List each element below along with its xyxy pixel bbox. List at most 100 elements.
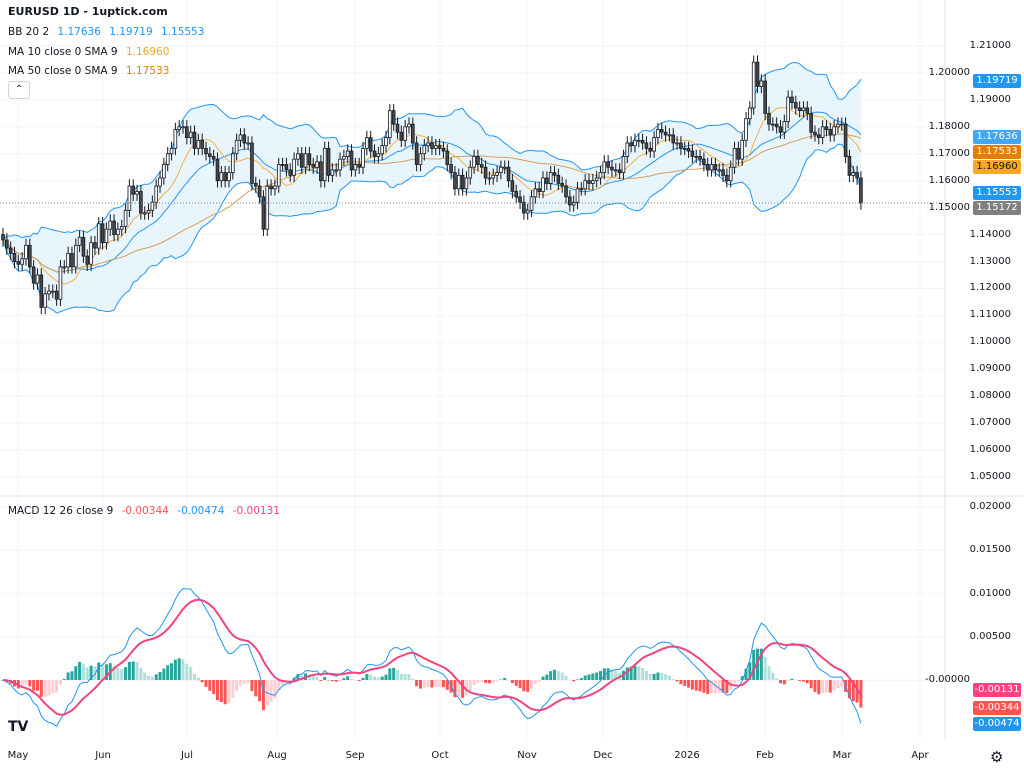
histogram-bar — [752, 649, 756, 680]
histogram-bar — [476, 680, 480, 683]
candle-body — [702, 158, 706, 165]
candle-body — [755, 61, 760, 87]
collapse-legend-button[interactable]: ⌃ — [8, 81, 30, 99]
histogram-bar — [277, 680, 281, 691]
candle-body — [732, 147, 737, 168]
candle-body — [472, 156, 476, 168]
candle-body — [560, 182, 564, 187]
candle-body — [158, 177, 162, 187]
candle — [250, 136, 254, 191]
candle-body — [177, 126, 181, 130]
histogram-bar — [464, 680, 468, 696]
candle — [257, 179, 262, 204]
candle — [847, 149, 852, 183]
candle-body — [479, 164, 484, 168]
histogram-bar — [461, 680, 465, 698]
candle-body — [185, 126, 189, 138]
histogram-bar — [70, 671, 74, 680]
candle — [123, 203, 128, 234]
candle-body — [629, 142, 633, 147]
candle — [146, 203, 151, 220]
histogram-bar — [365, 673, 369, 680]
candle — [73, 238, 78, 274]
histogram-bar — [648, 674, 652, 680]
candle — [456, 168, 461, 196]
candle — [54, 284, 59, 306]
legend-ma50[interactable]: MA 50 close 0 SMA 9 1.17533 — [8, 65, 174, 77]
candle-body — [610, 166, 614, 171]
bb-upper-value: 1.19719 — [109, 26, 153, 38]
histogram-bar — [445, 680, 449, 690]
candle — [215, 152, 220, 188]
gear-icon[interactable]: ⚙ — [990, 748, 1004, 766]
candle-body — [476, 156, 480, 165]
histogram-bar — [702, 680, 706, 693]
histogram-bar — [215, 680, 219, 701]
histogram-bar — [855, 680, 859, 703]
histogram-bar — [832, 680, 836, 691]
histogram-bar — [124, 667, 128, 680]
histogram-bar — [39, 680, 43, 697]
legend-macd[interactable]: MACD 12 26 close 9 -0.00344 -0.00474 -0.… — [8, 505, 285, 517]
candle-body — [154, 185, 159, 203]
candle — [127, 179, 132, 218]
histogram-bar — [438, 680, 442, 687]
candle — [223, 165, 227, 188]
candle-body — [583, 180, 587, 190]
histogram-bar — [798, 680, 802, 681]
candle-body — [468, 166, 473, 179]
candle — [204, 141, 208, 161]
histogram-bar — [828, 680, 832, 693]
candle — [495, 165, 499, 183]
candle-body — [299, 153, 304, 168]
price-tick-label: 1.08000 — [969, 390, 1011, 402]
histogram-bar — [353, 679, 357, 681]
candle-body — [575, 188, 580, 203]
histogram-bar — [717, 680, 721, 693]
candle-body — [230, 153, 235, 174]
candle-body — [541, 177, 545, 192]
candle-body — [491, 174, 496, 179]
candle — [200, 133, 204, 156]
candle-body — [855, 172, 859, 179]
candle — [5, 233, 9, 255]
candle — [564, 179, 568, 204]
candle — [483, 160, 488, 185]
candle-body — [556, 174, 561, 184]
histogram-bar — [357, 680, 361, 682]
histogram-bar — [641, 667, 645, 680]
tradingview-logo[interactable]: TV — [8, 719, 29, 735]
candle-body — [70, 253, 74, 268]
candle-body — [24, 244, 28, 260]
candle — [388, 103, 392, 145]
time-label: Apr — [911, 750, 929, 761]
legend-ma10[interactable]: MA 10 close 0 SMA 9 1.16960 — [8, 46, 174, 58]
candle — [755, 55, 760, 94]
legend-bb[interactable]: BB 20 2 1.17636 1.19719 1.15553 — [8, 26, 209, 38]
candle-body — [847, 156, 852, 176]
histogram-bar — [510, 680, 514, 684]
candle — [284, 157, 289, 177]
histogram-bar — [667, 675, 671, 680]
candle-body — [690, 150, 695, 157]
candle-body — [414, 142, 419, 165]
histogram-bar — [679, 680, 683, 685]
histogram-bar — [660, 672, 664, 680]
histogram-bar — [625, 667, 629, 680]
candle — [679, 136, 683, 156]
histogram-bar — [319, 680, 323, 681]
bb-label: BB 20 2 — [8, 26, 50, 38]
histogram-bar — [514, 680, 518, 686]
histogram-bar — [495, 680, 499, 682]
candle — [372, 144, 377, 164]
candle — [855, 165, 859, 185]
bb-lower-value: 1.15553 — [161, 26, 205, 38]
candle-body — [35, 274, 40, 284]
candle — [560, 176, 564, 193]
candle — [342, 149, 346, 166]
histogram-bar — [748, 662, 752, 680]
histogram-bar — [189, 667, 193, 680]
bollinger-fill — [3, 62, 861, 314]
histogram-bar — [223, 680, 227, 705]
